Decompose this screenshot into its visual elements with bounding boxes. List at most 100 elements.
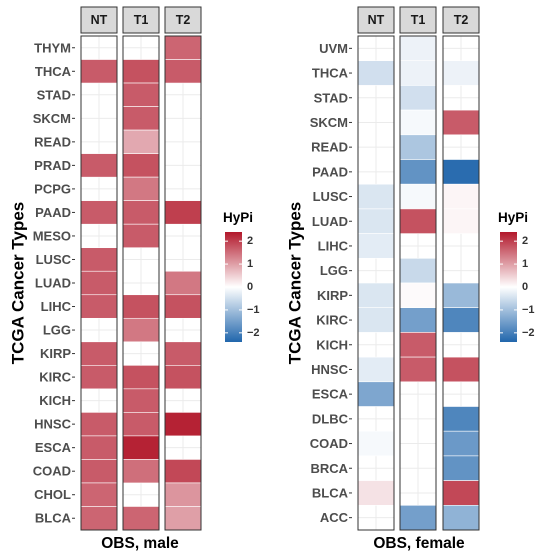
y-tick-label: COAD	[310, 436, 348, 451]
y-tick-label: COAD	[33, 464, 71, 479]
legend-colorbar	[225, 232, 242, 342]
legend-tick-label: 1	[247, 258, 253, 270]
legend-tick-label: −1	[247, 304, 260, 316]
heatmap-cell	[399, 307, 437, 333]
legend-title: HyPi	[223, 210, 253, 225]
y-tick-label: LIHC	[318, 238, 349, 253]
legend-tick-label: 1	[522, 258, 528, 270]
heatmap-cell	[80, 459, 118, 484]
facet-label: NT	[91, 13, 108, 27]
y-tick-label: DLBC	[312, 411, 349, 426]
heatmap-cell	[122, 459, 160, 484]
heatmap-cell	[164, 59, 202, 84]
heatmap-cell	[357, 208, 395, 234]
y-tick-label: HNSC	[311, 362, 348, 377]
y-tick-label: LUSC	[36, 252, 72, 267]
color-legend: HyPi 2 1 0 −1 −2	[498, 210, 535, 342]
y-tick-label: UVM	[319, 41, 348, 56]
heatmap-cell	[164, 341, 202, 366]
heatmap-cell	[357, 60, 395, 86]
heatmap-cell	[357, 183, 395, 210]
heatmap-cell	[164, 294, 202, 319]
heatmap-cell	[399, 134, 437, 160]
heatmap-cell	[357, 480, 395, 506]
color-legend: HyPi 2 1 0 −1 −2	[223, 210, 260, 342]
heatmap-cell	[80, 365, 118, 390]
y-tick-label: KIRC	[316, 313, 348, 328]
y-tick-label: PAAD	[35, 205, 71, 220]
y-tick-label: BRCA	[310, 461, 348, 476]
legend-title: HyPi	[498, 210, 528, 225]
heatmap-cell	[122, 388, 160, 413]
heatmap-cell	[442, 356, 480, 383]
heatmap-cell	[122, 59, 160, 84]
legend-tick-label: −2	[247, 327, 260, 339]
heatmap-cell	[122, 365, 160, 390]
facet-strip	[399, 6, 437, 34]
heatmap-cell	[80, 341, 118, 366]
y-tick-label: CHOL	[34, 487, 71, 502]
heatmap-cell	[164, 506, 202, 531]
x-axis-title: OBS, female	[373, 535, 465, 552]
legend-tick-label: 0	[247, 281, 253, 293]
heatmap-cell	[442, 455, 480, 481]
y-axis-title: TCGA Cancer Types	[9, 202, 28, 365]
heatmap-cell	[122, 129, 160, 154]
y-tick-label: HNSC	[34, 417, 71, 432]
heatmap-cell	[164, 459, 202, 484]
facet-strip	[442, 6, 480, 34]
y-tick-label: KIRC	[39, 370, 71, 385]
heatmap-cell	[122, 294, 160, 319]
facet-strip	[164, 6, 202, 34]
heatmap-cell	[399, 356, 437, 383]
facet-strip	[357, 6, 395, 34]
y-tick-label: KIRP	[40, 346, 71, 361]
y-tick-label: THYM	[34, 40, 71, 55]
heatmap-cell	[122, 506, 160, 531]
heatmap-cell	[399, 504, 437, 531]
y-axis-title: TCGA Cancer Types	[286, 202, 305, 365]
y-tick-label: LUAD	[35, 276, 71, 291]
legend-tick-label: −1	[522, 304, 535, 316]
heatmap-cell	[399, 332, 437, 358]
heatmap-cell	[442, 307, 480, 333]
facet-border	[399, 35, 437, 531]
y-tick-label: PAAD	[312, 164, 348, 179]
y-tick-label: SKCM	[310, 115, 348, 130]
heatmap-cell	[442, 109, 480, 136]
y-tick-label: BLCA	[35, 511, 72, 526]
y-tick-label: THCA	[35, 64, 72, 79]
heatmap-cell	[80, 412, 118, 437]
heatmap-cell	[399, 159, 437, 185]
heatmap-cell	[164, 412, 202, 437]
y-tick-label: ACC	[320, 510, 349, 525]
y-tick-label: STAD	[37, 87, 71, 102]
facet-label: T1	[411, 13, 426, 27]
y-tick-label: KIRP	[317, 288, 348, 303]
heatmap-cell	[442, 208, 480, 234]
heatmap-cell	[80, 153, 118, 178]
y-tick-label: LGG	[320, 263, 348, 278]
heatmap-cell	[442, 430, 480, 457]
facet-label: T2	[454, 13, 469, 27]
heatmap-cell	[442, 60, 480, 86]
heatmap-cell	[442, 406, 480, 432]
heatmap-male: TCGA Cancer Types OBS, male THYM THCA STAD SK…	[9, 6, 202, 552]
heatmap-cell	[357, 356, 395, 383]
heatmap-cell	[164, 35, 202, 60]
legend-tick-label: 0	[522, 281, 528, 293]
heatmap-cell	[399, 60, 437, 86]
y-tick-label: PCPG	[34, 181, 71, 196]
y-tick-label: BLCA	[312, 485, 349, 500]
heatmap-cell	[80, 247, 118, 272]
y-tick-label: ESCA	[35, 440, 72, 455]
y-tick-label: THCA	[312, 66, 349, 81]
facet-label: T1	[134, 13, 149, 27]
heatmap-cell	[122, 176, 160, 201]
heatmap-cell	[164, 200, 202, 225]
heatmap-cell	[442, 159, 480, 185]
heatmap-cell	[164, 482, 202, 507]
heatmap-cell	[442, 183, 480, 210]
heatmap-cell	[357, 282, 395, 309]
heatmap-cell	[122, 200, 160, 225]
